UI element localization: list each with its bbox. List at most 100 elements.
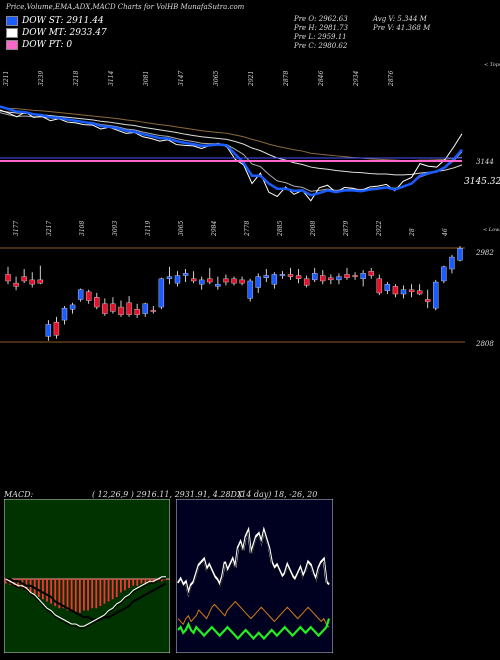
top-label: 2878 (283, 71, 290, 87)
adx-series (177, 526, 331, 641)
candle-body (336, 276, 342, 281)
candle-body (21, 276, 27, 282)
bottom-label: 2879 (343, 221, 350, 237)
candle-body (77, 289, 84, 300)
stat-low: Pre L: 2959.11 (294, 33, 347, 41)
candle-body (400, 289, 407, 295)
bottom-label: 3217 (46, 221, 53, 236)
candle-body (303, 278, 310, 286)
ema-short-line (0, 112, 463, 192)
candle-body (37, 279, 43, 284)
top-label: 3081 (143, 71, 150, 86)
candle-body (61, 307, 68, 321)
candle-body (215, 284, 221, 287)
main-chart: 3211 3239 3218 3114 3081 3147 3065 2921 2878 2846… (0, 62, 500, 348)
adx-white-line (177, 526, 330, 598)
right-label-tops: < Tops (484, 62, 500, 68)
candle-body (239, 279, 245, 284)
bottom-label: 2984 (211, 221, 218, 237)
candle-body (158, 278, 165, 308)
candle-body (352, 275, 358, 277)
stat-close: Pre C: 2980.62 (294, 42, 348, 50)
macd-background (4, 499, 170, 653)
candle-body (174, 275, 181, 284)
top-label: 3065 (213, 71, 220, 86)
candle-body (142, 303, 148, 314)
stat-high: Pre H: 2981.73 (294, 24, 349, 32)
candle-body (53, 322, 60, 336)
candle-body (408, 289, 415, 293)
candle-body (5, 274, 11, 282)
macd-series (4, 576, 170, 629)
top-label: 2876 (388, 71, 395, 87)
legend-swatch-st (6, 16, 18, 26)
bottom-label: 3177 (13, 221, 20, 236)
bottom-label: 28 (409, 228, 416, 237)
bottom-label: 2922 (376, 221, 383, 237)
legend-label-mt: DOW MT: 2933.47 (22, 28, 107, 38)
adx-params: (14 day) 18, -26, 20 (238, 490, 318, 499)
legend-label-pt: DOW PT: 0 (22, 40, 73, 50)
candle-body (207, 278, 213, 283)
macd-signal-line (6, 578, 167, 621)
candle-body (13, 282, 19, 287)
candle-body (328, 277, 334, 281)
macd-line (5, 576, 166, 627)
bottom-label: 2778 (244, 221, 251, 237)
candle-body (150, 310, 156, 312)
bottom-label: 3119 (145, 221, 152, 236)
candle-body (279, 274, 286, 276)
bottom-label: 46 (442, 228, 449, 237)
candle-body (376, 278, 382, 294)
adx-green-line (177, 618, 331, 641)
adx-chart (176, 499, 333, 653)
top-label: 3147 (178, 71, 185, 86)
candle-body (449, 256, 455, 270)
price-panel: 2982 2808 (0, 246, 494, 348)
candle-body (368, 270, 374, 276)
top-label: 3114 (108, 71, 115, 86)
ema-panel: 3211 3239 3218 3114 3081 3147 3065 2921 2878 2846… (0, 62, 500, 237)
legend-swatch-mt (6, 28, 18, 38)
candle-body (255, 276, 261, 288)
legend-item-mt: DOW MT: 2933.47 (6, 28, 107, 38)
stat-open: Pre O: 2962.63 (294, 15, 348, 23)
ema-mid-line (0, 110, 463, 176)
candle-body (247, 280, 253, 299)
candle-body (223, 278, 229, 283)
price-stats: Pre O: 2962.63 Pre H: 2981.73 Pre L: 295… (294, 15, 348, 51)
candle-body (86, 291, 92, 301)
chart-title: Price,Volume,EMA,ADX,MACD Charts for Vol… (6, 3, 245, 11)
top-label: 3218 (73, 71, 80, 86)
top-label: 3239 (38, 71, 45, 86)
ema-long-line (0, 106, 463, 162)
candle-body (45, 324, 52, 337)
candle-body (166, 276, 173, 279)
candle-body (199, 279, 205, 285)
candle-body (110, 303, 116, 312)
candle-body (433, 281, 439, 309)
candle-body (271, 274, 278, 285)
candle-body (102, 303, 108, 314)
candle-body (392, 286, 399, 295)
top-label: 2846 (318, 71, 325, 87)
bottom-label: 3093 (112, 221, 119, 236)
macd-label: MACD: (4, 490, 34, 499)
candle-body (118, 306, 124, 315)
candle-body (94, 297, 100, 308)
macd-line-shadow (5, 578, 166, 629)
stat-avg-volume: Avg V: 5.344 M (373, 15, 427, 23)
bottom-label: 2885 (277, 221, 284, 237)
candle-body (134, 309, 140, 315)
candle-body (263, 275, 269, 278)
right-label-high: 2982 (475, 249, 494, 257)
legend: DOW ST: 2911.44 DOW MT: 2933.47 DOW PT: … (6, 16, 107, 50)
candle-body (457, 248, 463, 261)
right-label-lows: < Lows (483, 227, 500, 233)
right-label-current: 3145.32 (464, 177, 500, 187)
candle-body (425, 299, 431, 302)
macd-chart (4, 499, 170, 653)
candle-body (182, 273, 189, 276)
candle-body (231, 278, 237, 284)
ema-blue-line (0, 105, 463, 197)
